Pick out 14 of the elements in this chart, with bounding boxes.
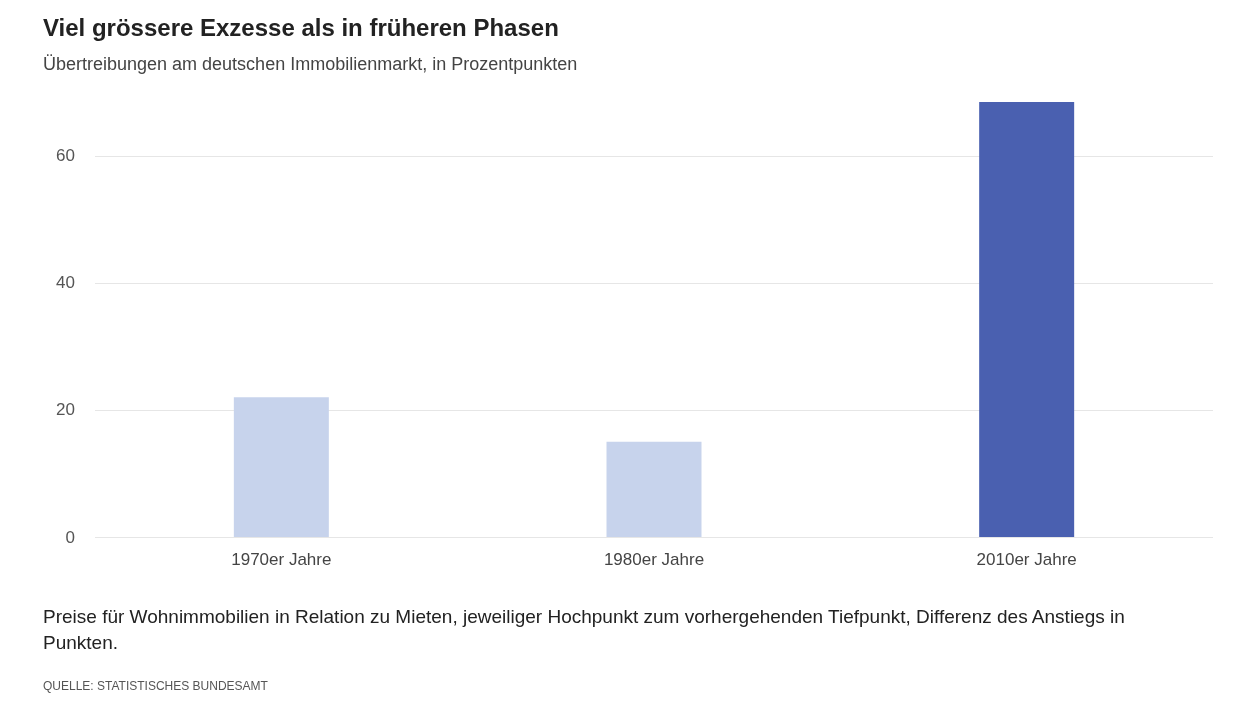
x-tick-label: 1980er Jahre: [603, 550, 705, 569]
y-tick-label: 60: [56, 146, 75, 166]
chart-subtitle: Übertreibungen am deutschen Immobilienmarkt, in Prozentpunkten: [43, 54, 578, 74]
y-tick-label: 0: [65, 527, 75, 547]
bar: [233, 397, 329, 537]
bar: [979, 102, 1075, 537]
source-note: QUELLE: STATISTISCHES BUNDESAMT: [43, 679, 269, 693]
y-tick-label: 20: [56, 400, 75, 420]
x-tick-label: 2010er Jahre: [976, 550, 1077, 569]
bar: [606, 441, 702, 537]
y-tick-label: 40: [56, 273, 75, 293]
text: Preise für Wohnimmobilien in Relation zu Mieten, jeweiliger Hochpunkt zum vorhergehenden Tiefpunkt, Differenz des Anstiegs in Punkten.: [43, 605, 1131, 653]
x-tick-label: 1970er Jahre: [231, 550, 332, 569]
chart-title: Viel grössere Exzesse als in früheren Phasen: [43, 13, 559, 41]
